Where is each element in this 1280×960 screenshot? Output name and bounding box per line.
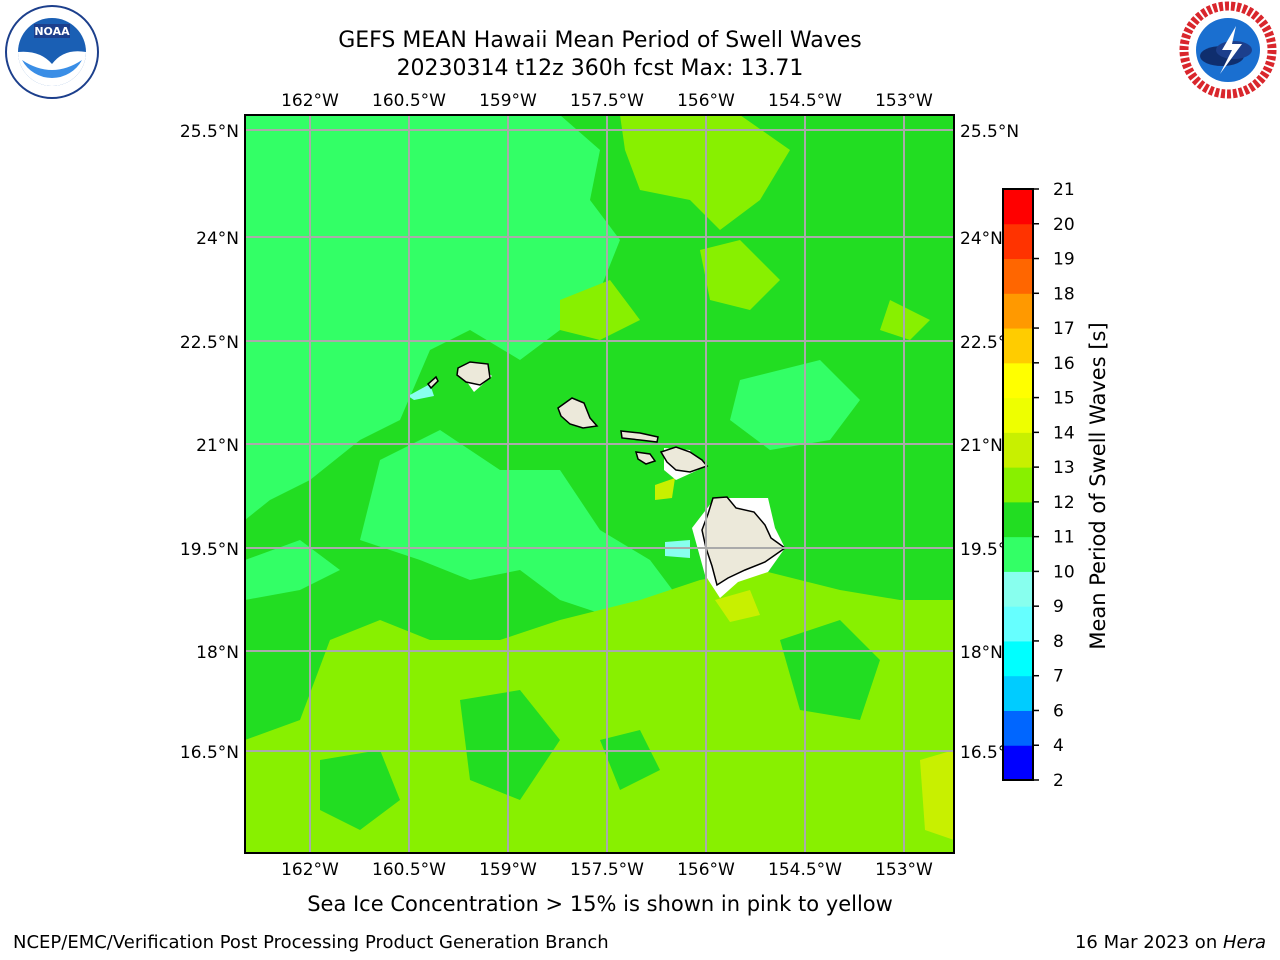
island-molokai bbox=[620, 430, 659, 443]
colorbar-swatch-13 bbox=[1003, 293, 1033, 329]
lon-tick-top-1: 160.5°W bbox=[372, 91, 446, 111]
colorbar-swatch-7 bbox=[1003, 501, 1033, 538]
band-11-12-pocket-1 bbox=[320, 750, 400, 830]
colorbar-tick-label-10: 14 bbox=[1053, 423, 1075, 443]
lat-tick-left-6: 16.5°N bbox=[180, 743, 239, 763]
band-10-11-central bbox=[360, 430, 680, 620]
colorbar-swatch-6 bbox=[1003, 536, 1033, 572]
island-niihau bbox=[426, 375, 439, 390]
lat-tick-left-3: 21°N bbox=[196, 436, 239, 456]
colorbar-tick-label-12: 16 bbox=[1053, 354, 1075, 374]
colorbar-swatch-4 bbox=[1003, 606, 1033, 642]
lat-tick-right-0: 25.5°N bbox=[960, 122, 1019, 142]
colorbar-tick-label-5: 9 bbox=[1053, 597, 1064, 617]
island-oahu bbox=[557, 397, 599, 429]
band-12-13-north-2 bbox=[700, 240, 780, 310]
colorbar-frame bbox=[1002, 188, 1034, 781]
lat-tick-left-2: 22.5°N bbox=[180, 333, 239, 353]
colorbar-swatch-2 bbox=[1003, 675, 1033, 711]
lat-tick-left-5: 18°N bbox=[196, 643, 239, 663]
band-10-11-north bbox=[245, 115, 620, 520]
lat-tick-left-4: 19.5°N bbox=[180, 540, 239, 560]
lon-tick-top-2: 159°W bbox=[479, 91, 537, 111]
credit-line: NCEP/EMC/Verification Post Processing Pr… bbox=[13, 932, 609, 953]
colorbar-tick-label-3: 7 bbox=[1053, 667, 1064, 687]
colorbar-tick-label-9: 13 bbox=[1053, 458, 1075, 478]
band-13-14-maui bbox=[655, 478, 675, 500]
chart-subtitle: 20230314 t12z 360h fcst Max: 13.71 bbox=[396, 56, 804, 81]
band-13-14-bigisland bbox=[715, 590, 760, 622]
colorbar-swatch-8 bbox=[1003, 467, 1033, 503]
colorbar-swatch-16 bbox=[1003, 189, 1033, 225]
band-12-13-south bbox=[245, 570, 954, 853]
date-text: 16 Mar 2023 on bbox=[1074, 932, 1223, 953]
island-lanai bbox=[634, 451, 657, 465]
island-hawaii bbox=[701, 496, 787, 587]
sea-ice-note: Sea Ice Concentration > 15% is shown in … bbox=[307, 892, 893, 916]
lat-tick-left-0: 25.5°N bbox=[180, 122, 239, 142]
lon-tick-top-6: 153°W bbox=[875, 91, 933, 111]
colorbar-label: Mean Period of Swell Waves [s] bbox=[1086, 322, 1110, 650]
colorbar-tick-label-6: 10 bbox=[1053, 562, 1075, 582]
lon-tick-bottom-3: 157.5°W bbox=[570, 860, 644, 880]
band-9-10-kauai bbox=[408, 384, 434, 400]
date-line: 16 Mar 2023 on Hera bbox=[1075, 932, 1266, 953]
lon-tick-top-0: 162°W bbox=[281, 91, 339, 111]
colorbar-swatch-5 bbox=[1003, 571, 1033, 607]
colorbar-tick-label-8: 12 bbox=[1053, 493, 1075, 513]
colorbar-swatch-3 bbox=[1003, 640, 1033, 677]
colorbar-tick-label-0: 2 bbox=[1053, 771, 1064, 791]
colorbar-tick-label-7: 11 bbox=[1053, 528, 1075, 548]
lat-tick-right-5: 18°N bbox=[960, 643, 1003, 663]
svg-text:NOAA: NOAA bbox=[34, 25, 70, 38]
colorbar-tick-label-1: 4 bbox=[1053, 736, 1064, 756]
colorbar-swatch-1 bbox=[1003, 710, 1033, 746]
colorbar-swatch-0 bbox=[1003, 745, 1033, 781]
band-12-13-north-3 bbox=[560, 280, 640, 340]
lon-tick-bottom-4: 156°W bbox=[677, 860, 735, 880]
colorbar-swatch-11 bbox=[1003, 362, 1033, 399]
colorbar-tick-label-11: 15 bbox=[1053, 389, 1075, 409]
band-10-11-west bbox=[245, 540, 340, 600]
colorbar-swatch-10 bbox=[1003, 397, 1033, 433]
band-11-12-pocket-3 bbox=[600, 730, 660, 790]
lon-tick-bottom-6: 153°W bbox=[875, 860, 933, 880]
colorbar-tick-label-4: 8 bbox=[1053, 632, 1064, 652]
colorbar-tick-label-16: 20 bbox=[1053, 215, 1075, 235]
colorbar-tick-label-14: 18 bbox=[1053, 284, 1075, 304]
lat-tick-left-1: 24°N bbox=[196, 229, 239, 249]
lon-tick-bottom-0: 162°W bbox=[281, 860, 339, 880]
noaa-logo: NOAA bbox=[4, 4, 100, 100]
colorbar-tick-label-17: 21 bbox=[1053, 180, 1075, 200]
colorbar-swatch-12 bbox=[1003, 328, 1033, 364]
band-10-11-east bbox=[730, 360, 860, 450]
lon-tick-top-3: 157.5°W bbox=[570, 91, 644, 111]
band-13-14-se bbox=[920, 750, 954, 840]
map-frame bbox=[244, 114, 955, 854]
band-11-12-pocket-2 bbox=[460, 690, 560, 800]
island-kauai bbox=[456, 361, 491, 386]
lat-tick-right-1: 24°N bbox=[960, 229, 1003, 249]
lat-tick-right-3: 21°N bbox=[960, 436, 1003, 456]
nws-logo bbox=[1178, 0, 1278, 100]
colorbar-tick-label-15: 19 bbox=[1053, 250, 1075, 270]
lon-tick-top-5: 154.5°W bbox=[768, 91, 842, 111]
colorbar-swatch-14 bbox=[1003, 258, 1033, 294]
lon-tick-bottom-5: 154.5°W bbox=[768, 860, 842, 880]
colorbar-tick-label-13: 17 bbox=[1053, 319, 1075, 339]
lon-tick-bottom-1: 160.5°W bbox=[372, 860, 446, 880]
lon-tick-bottom-2: 159°W bbox=[479, 860, 537, 880]
colorbar-swatch-15 bbox=[1003, 223, 1033, 260]
lon-tick-top-4: 156°W bbox=[677, 91, 735, 111]
colorbar-tick-label-2: 6 bbox=[1053, 701, 1064, 721]
colorbar-swatch-9 bbox=[1003, 432, 1033, 468]
chart-title: GEFS MEAN Hawaii Mean Period of Swell Wa… bbox=[338, 28, 862, 53]
machine-name: Hera bbox=[1222, 932, 1266, 953]
